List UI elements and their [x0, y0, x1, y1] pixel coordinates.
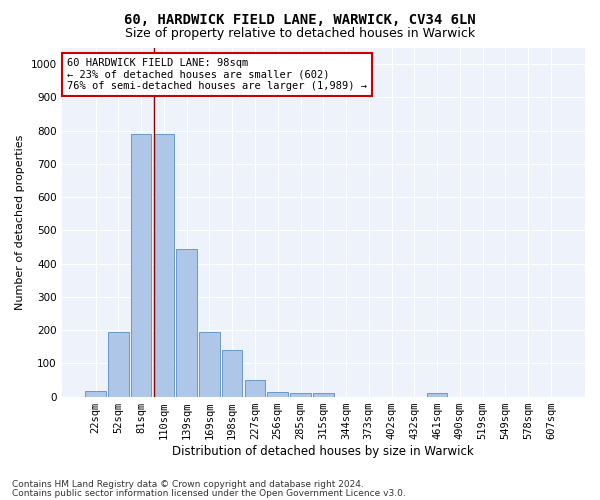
Bar: [154, 134, 174, 396]
X-axis label: Distribution of detached houses by size in Warwick: Distribution of detached houses by size …: [172, 444, 474, 458]
Bar: [222, 350, 242, 397]
Bar: [313, 392, 334, 396]
Bar: [268, 392, 288, 396]
Bar: [427, 394, 448, 396]
Bar: [176, 248, 197, 396]
Text: Contains public sector information licensed under the Open Government Licence v3: Contains public sector information licen…: [12, 488, 406, 498]
Bar: [108, 332, 128, 396]
Bar: [85, 390, 106, 396]
Text: Contains HM Land Registry data © Crown copyright and database right 2024.: Contains HM Land Registry data © Crown c…: [12, 480, 364, 489]
Text: 60 HARDWICK FIELD LANE: 98sqm
← 23% of detached houses are smaller (602)
76% of : 60 HARDWICK FIELD LANE: 98sqm ← 23% of d…: [67, 58, 367, 91]
Y-axis label: Number of detached properties: Number of detached properties: [15, 134, 25, 310]
Bar: [245, 380, 265, 396]
Text: Size of property relative to detached houses in Warwick: Size of property relative to detached ho…: [125, 28, 475, 40]
Bar: [290, 392, 311, 396]
Text: 60, HARDWICK FIELD LANE, WARWICK, CV34 6LN: 60, HARDWICK FIELD LANE, WARWICK, CV34 6…: [124, 12, 476, 26]
Bar: [199, 332, 220, 396]
Bar: [131, 134, 151, 396]
